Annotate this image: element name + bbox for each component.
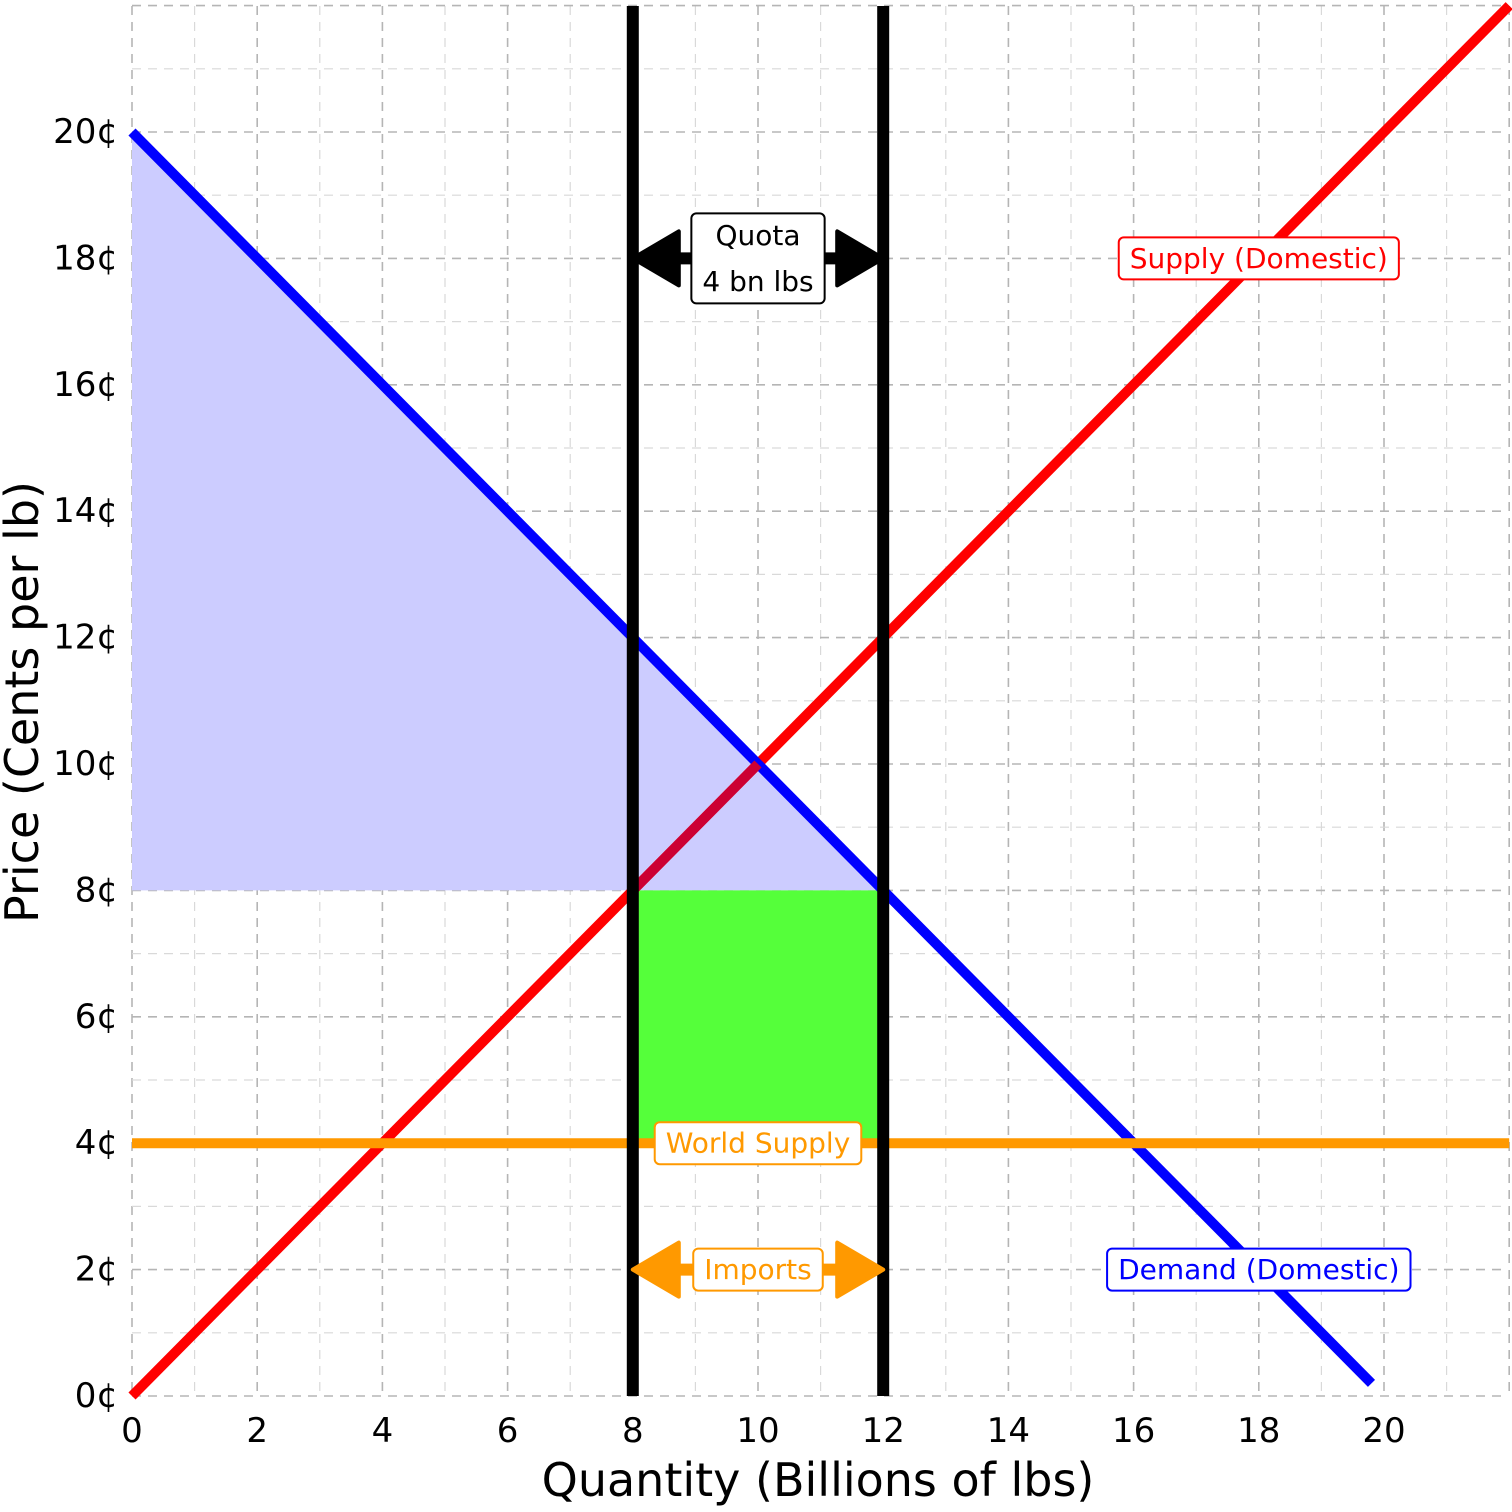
y-tick-label: 14¢ [53, 491, 118, 531]
label-imports-text: Imports [704, 1253, 812, 1286]
label-supply-domestic-text: Supply (Domestic) [1130, 242, 1388, 275]
y-tick-label: 16¢ [53, 365, 118, 405]
label-supply-domestic: Supply (Domestic) [1117, 236, 1400, 281]
label-quota-text: 4 bn lbs [702, 265, 813, 298]
label-demand-domestic-text: Demand (Domestic) [1118, 1253, 1399, 1286]
annotation-labels: Supply (Domestic) Demand (Domestic) World … [653, 212, 1412, 1292]
y-tick-label: 20¢ [53, 112, 118, 152]
label-imports: Imports [692, 1247, 824, 1292]
x-tick-label: 0 [121, 1411, 143, 1451]
y-tick-label: 6¢ [75, 997, 118, 1037]
y-axis-title: Price (Cents per lb) [0, 481, 49, 923]
y-tick-label: 8¢ [75, 870, 118, 910]
y-tick-label: 0¢ [75, 1376, 118, 1416]
arrow-head-left-2 [630, 1240, 681, 1299]
arrow-head-right-2 [835, 1240, 886, 1299]
label-imports-box [692, 1247, 824, 1292]
x-tick-label: 2 [246, 1411, 268, 1451]
x-tick-label: 6 [497, 1411, 519, 1451]
label-world-supply-text: World Supply [666, 1127, 851, 1160]
x-tick-label: 16 [1112, 1411, 1155, 1451]
x-axis-title: Quantity (Billions of lbs) [542, 1453, 1095, 1507]
arrow-head-right-1 [835, 229, 886, 288]
label-quota-box [690, 212, 826, 305]
arrow-head-left-1 [630, 229, 681, 288]
label-quota-text: Quota [715, 219, 800, 252]
x-tick-label: 14 [987, 1411, 1030, 1451]
label-demand-domestic-box [1106, 1247, 1412, 1292]
x-tick-label: 20 [1362, 1411, 1405, 1451]
y-tick-label: 18¢ [53, 238, 118, 278]
x-tick-label: 8 [622, 1411, 644, 1451]
quota-lines [626, 6, 890, 1396]
series-line-supply-overlap [629, 760, 762, 894]
y-tick-label: 2¢ [75, 1250, 118, 1290]
series-line-demand-domestic [128, 128, 1376, 1387]
x-tick-label: 12 [862, 1411, 905, 1451]
tick-labels: 0 2 4 6 8 10 12 14 16 18 20 0¢ 2¢ 4¢ 6¢ 8¢ 10¢ 12¢ 14¢ 16¢ 1… [53, 112, 1406, 1451]
x-tick-label: 4 [372, 1411, 394, 1451]
label-quota: Quota 4 bn lbs [690, 212, 826, 305]
shaded-region-2 [632, 890, 884, 1144]
label-demand-domestic: Demand (Domestic) [1106, 1247, 1412, 1292]
y-tick-label: 4¢ [75, 1123, 118, 1163]
x-tick-label: 10 [736, 1411, 779, 1451]
y-tick-label: 12¢ [53, 618, 118, 658]
label-supply-domestic-box [1117, 236, 1400, 281]
label-world-supply-box [653, 1121, 863, 1166]
y-tick-label: 10¢ [53, 744, 118, 784]
x-tick-label: 18 [1237, 1411, 1280, 1451]
label-world-supply: World Supply [653, 1121, 863, 1166]
